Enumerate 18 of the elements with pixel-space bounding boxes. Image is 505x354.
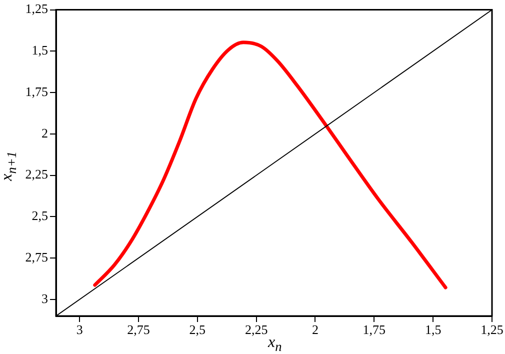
line-series xyxy=(93,40,448,290)
y-tick-label: 2,75 xyxy=(25,249,48,264)
y-tick-label: 1,5 xyxy=(32,42,48,58)
x-tick-label: 2,25 xyxy=(244,322,268,338)
x-tick-label: 3 xyxy=(76,322,83,338)
x-tick-label: 2,5 xyxy=(189,322,206,338)
y-tick-label: 1,75 xyxy=(25,84,48,99)
y-tick-label: 2,25 xyxy=(25,166,48,182)
x-tick-label: 1,25 xyxy=(480,322,504,338)
x-tick-label: 1,75 xyxy=(362,322,386,338)
y-tick-label: 3 xyxy=(42,290,48,306)
y-tick-label: 1,25 xyxy=(25,1,48,16)
x-tick-label: 2,75 xyxy=(127,322,150,338)
x-axis-title: x$_{n}$ xyxy=(268,334,282,354)
x-tick-label: 1,5 xyxy=(424,322,442,338)
x-tick-label: 2 xyxy=(312,322,318,338)
y-tick-label: 2,5 xyxy=(32,208,48,224)
y-tick-label: 2 xyxy=(42,125,48,140)
